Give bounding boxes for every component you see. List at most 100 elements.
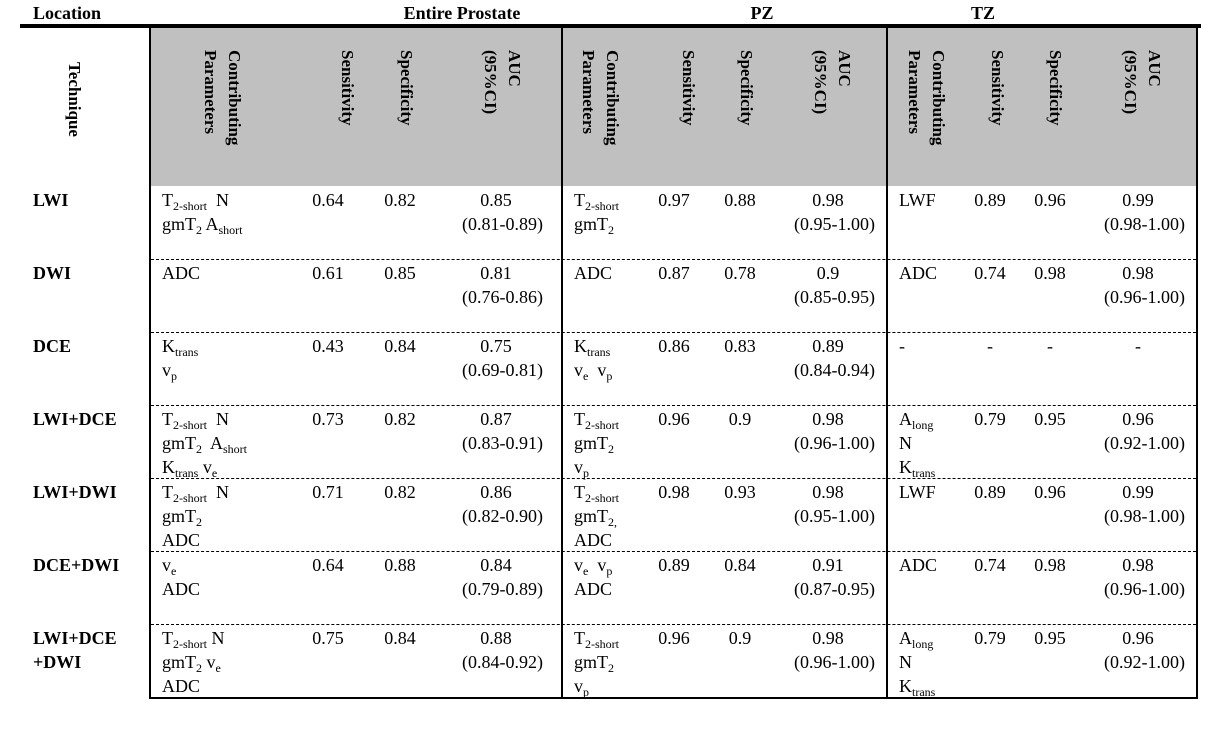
parameter-line: T2-short N bbox=[162, 626, 225, 650]
parameter-subscript: e bbox=[215, 661, 221, 675]
parameter-line: T2-short N bbox=[162, 480, 229, 504]
confidence-interval: (0.81-0.89) bbox=[462, 214, 543, 234]
region-label: Entire Prostate bbox=[403, 3, 521, 23]
parameter-subscript: 2-short bbox=[173, 199, 207, 213]
sensitivity: 0.96 bbox=[658, 409, 690, 429]
parameter-subscript: 2-short bbox=[173, 418, 207, 432]
sensitivity: 0.89 bbox=[974, 190, 1006, 210]
parameter-line: Along bbox=[899, 626, 933, 650]
technique: DWI bbox=[33, 263, 72, 283]
parameter: T bbox=[574, 482, 585, 502]
top-rule bbox=[20, 24, 1201, 28]
auc: 0.96 bbox=[1122, 409, 1154, 429]
parameter: ADC bbox=[162, 263, 201, 283]
sensitivity: 0.96 bbox=[658, 628, 690, 648]
parameter: gmT bbox=[162, 506, 196, 526]
parameter: v bbox=[574, 555, 583, 575]
parameter: K bbox=[162, 457, 175, 477]
auc: 0.81 bbox=[480, 263, 512, 283]
parameter-subscript: short bbox=[218, 223, 243, 237]
specificity: 0.82 bbox=[384, 409, 416, 429]
specificity: 0.9 bbox=[728, 628, 752, 648]
column-header-line: Parameters bbox=[905, 50, 924, 135]
parameter-line: ve vp bbox=[574, 358, 612, 382]
auc: 0.91 bbox=[812, 555, 844, 575]
auc: 0.9 bbox=[816, 263, 840, 283]
row-separator bbox=[151, 478, 1196, 479]
confidence-interval: (0.96-1.00) bbox=[1104, 287, 1185, 307]
auc: 0.75 bbox=[480, 336, 512, 356]
confidence-interval: (0.83-0.91) bbox=[462, 433, 543, 453]
parameter-line: gmT2 bbox=[574, 650, 614, 674]
technique: LWI bbox=[33, 190, 69, 210]
parameter: K bbox=[162, 336, 175, 356]
confidence-interval: (0.95-1.00) bbox=[794, 214, 875, 234]
parameter: T bbox=[162, 190, 173, 210]
parameter: N bbox=[899, 652, 912, 672]
parameter: K bbox=[574, 336, 587, 356]
auc: - bbox=[1135, 336, 1141, 356]
parameter-line: T2-short bbox=[574, 480, 619, 504]
parameter-subscript: p bbox=[171, 369, 177, 383]
parameter-subscript: 2-short bbox=[585, 418, 619, 432]
parameter: v bbox=[162, 555, 171, 575]
column-header: AUC (95%CI) bbox=[1118, 50, 1166, 114]
parameter: ADC bbox=[574, 263, 613, 283]
parameter-subscript: p bbox=[606, 564, 613, 578]
parameter: v bbox=[574, 676, 583, 696]
column-header: Sensitivity bbox=[676, 50, 700, 126]
section-line bbox=[886, 28, 888, 697]
auc: 0.87 bbox=[480, 409, 512, 429]
auc: 0.86 bbox=[480, 482, 512, 502]
row-separator bbox=[151, 332, 1196, 333]
parameter-line: Ktrans bbox=[899, 674, 935, 698]
parameter-line: N bbox=[899, 650, 912, 674]
parameter: ADC bbox=[574, 579, 613, 599]
parameter-subscript: trans bbox=[175, 345, 199, 359]
specificity: 0.98 bbox=[1034, 263, 1066, 283]
specificity: - bbox=[1047, 336, 1053, 356]
row-separator bbox=[151, 405, 1196, 406]
auc: 0.98 bbox=[812, 628, 844, 648]
specificity: 0.88 bbox=[724, 190, 756, 210]
auc: 0.98 bbox=[812, 409, 844, 429]
confidence-interval: (0.85-0.95) bbox=[794, 287, 875, 307]
parameter-subscript: 2-short bbox=[173, 491, 207, 505]
specificity: 0.96 bbox=[1034, 482, 1066, 502]
parameter: gmT bbox=[162, 652, 196, 672]
sensitivity: 0.89 bbox=[974, 482, 1006, 502]
specificity: 0.95 bbox=[1034, 628, 1066, 648]
column-header: Specificity bbox=[1043, 50, 1067, 126]
column-header-line: Contributing bbox=[225, 50, 244, 146]
parameter-subscript: 2 bbox=[196, 223, 202, 237]
column-header-line: (95%CI) bbox=[481, 50, 500, 115]
parameter-line: gmT2 bbox=[574, 431, 614, 455]
auc: 0.84 bbox=[480, 555, 512, 575]
specificity: 0.84 bbox=[384, 336, 416, 356]
parameter-subscript: e bbox=[211, 466, 218, 480]
parameter: N bbox=[899, 433, 912, 453]
sensitivity: 0.71 bbox=[312, 482, 344, 502]
sensitivity: 0.61 bbox=[312, 263, 344, 283]
column-header-line: AUC bbox=[835, 50, 854, 87]
confidence-interval: (0.69-0.81) bbox=[462, 360, 543, 380]
parameter-line: T2-short bbox=[574, 626, 619, 650]
auc: 0.96 bbox=[1122, 628, 1154, 648]
parameter-line: ADC bbox=[574, 261, 612, 285]
parameter-subscript: 2, bbox=[608, 515, 617, 529]
sensitivity: 0.87 bbox=[658, 263, 690, 283]
parameter-line: gmT2 Ashort bbox=[162, 212, 243, 236]
column-header: Contributing Parameters bbox=[902, 50, 950, 145]
parameter-subscript: trans bbox=[175, 466, 199, 480]
confidence-interval: (0.98-1.00) bbox=[1104, 214, 1185, 234]
column-header: Specificity bbox=[394, 50, 418, 126]
column-header-line: Sensitivity bbox=[988, 50, 1007, 126]
column-header-line: Contributing bbox=[603, 50, 622, 146]
column-header: AUC (95%CI) bbox=[478, 50, 526, 114]
confidence-interval: (0.79-0.89) bbox=[462, 579, 543, 599]
parameter-line: ADC bbox=[162, 528, 200, 552]
column-header: Specificity bbox=[734, 50, 758, 126]
parameter-line: ADC bbox=[162, 674, 200, 698]
parameter-line: vp bbox=[574, 455, 589, 479]
